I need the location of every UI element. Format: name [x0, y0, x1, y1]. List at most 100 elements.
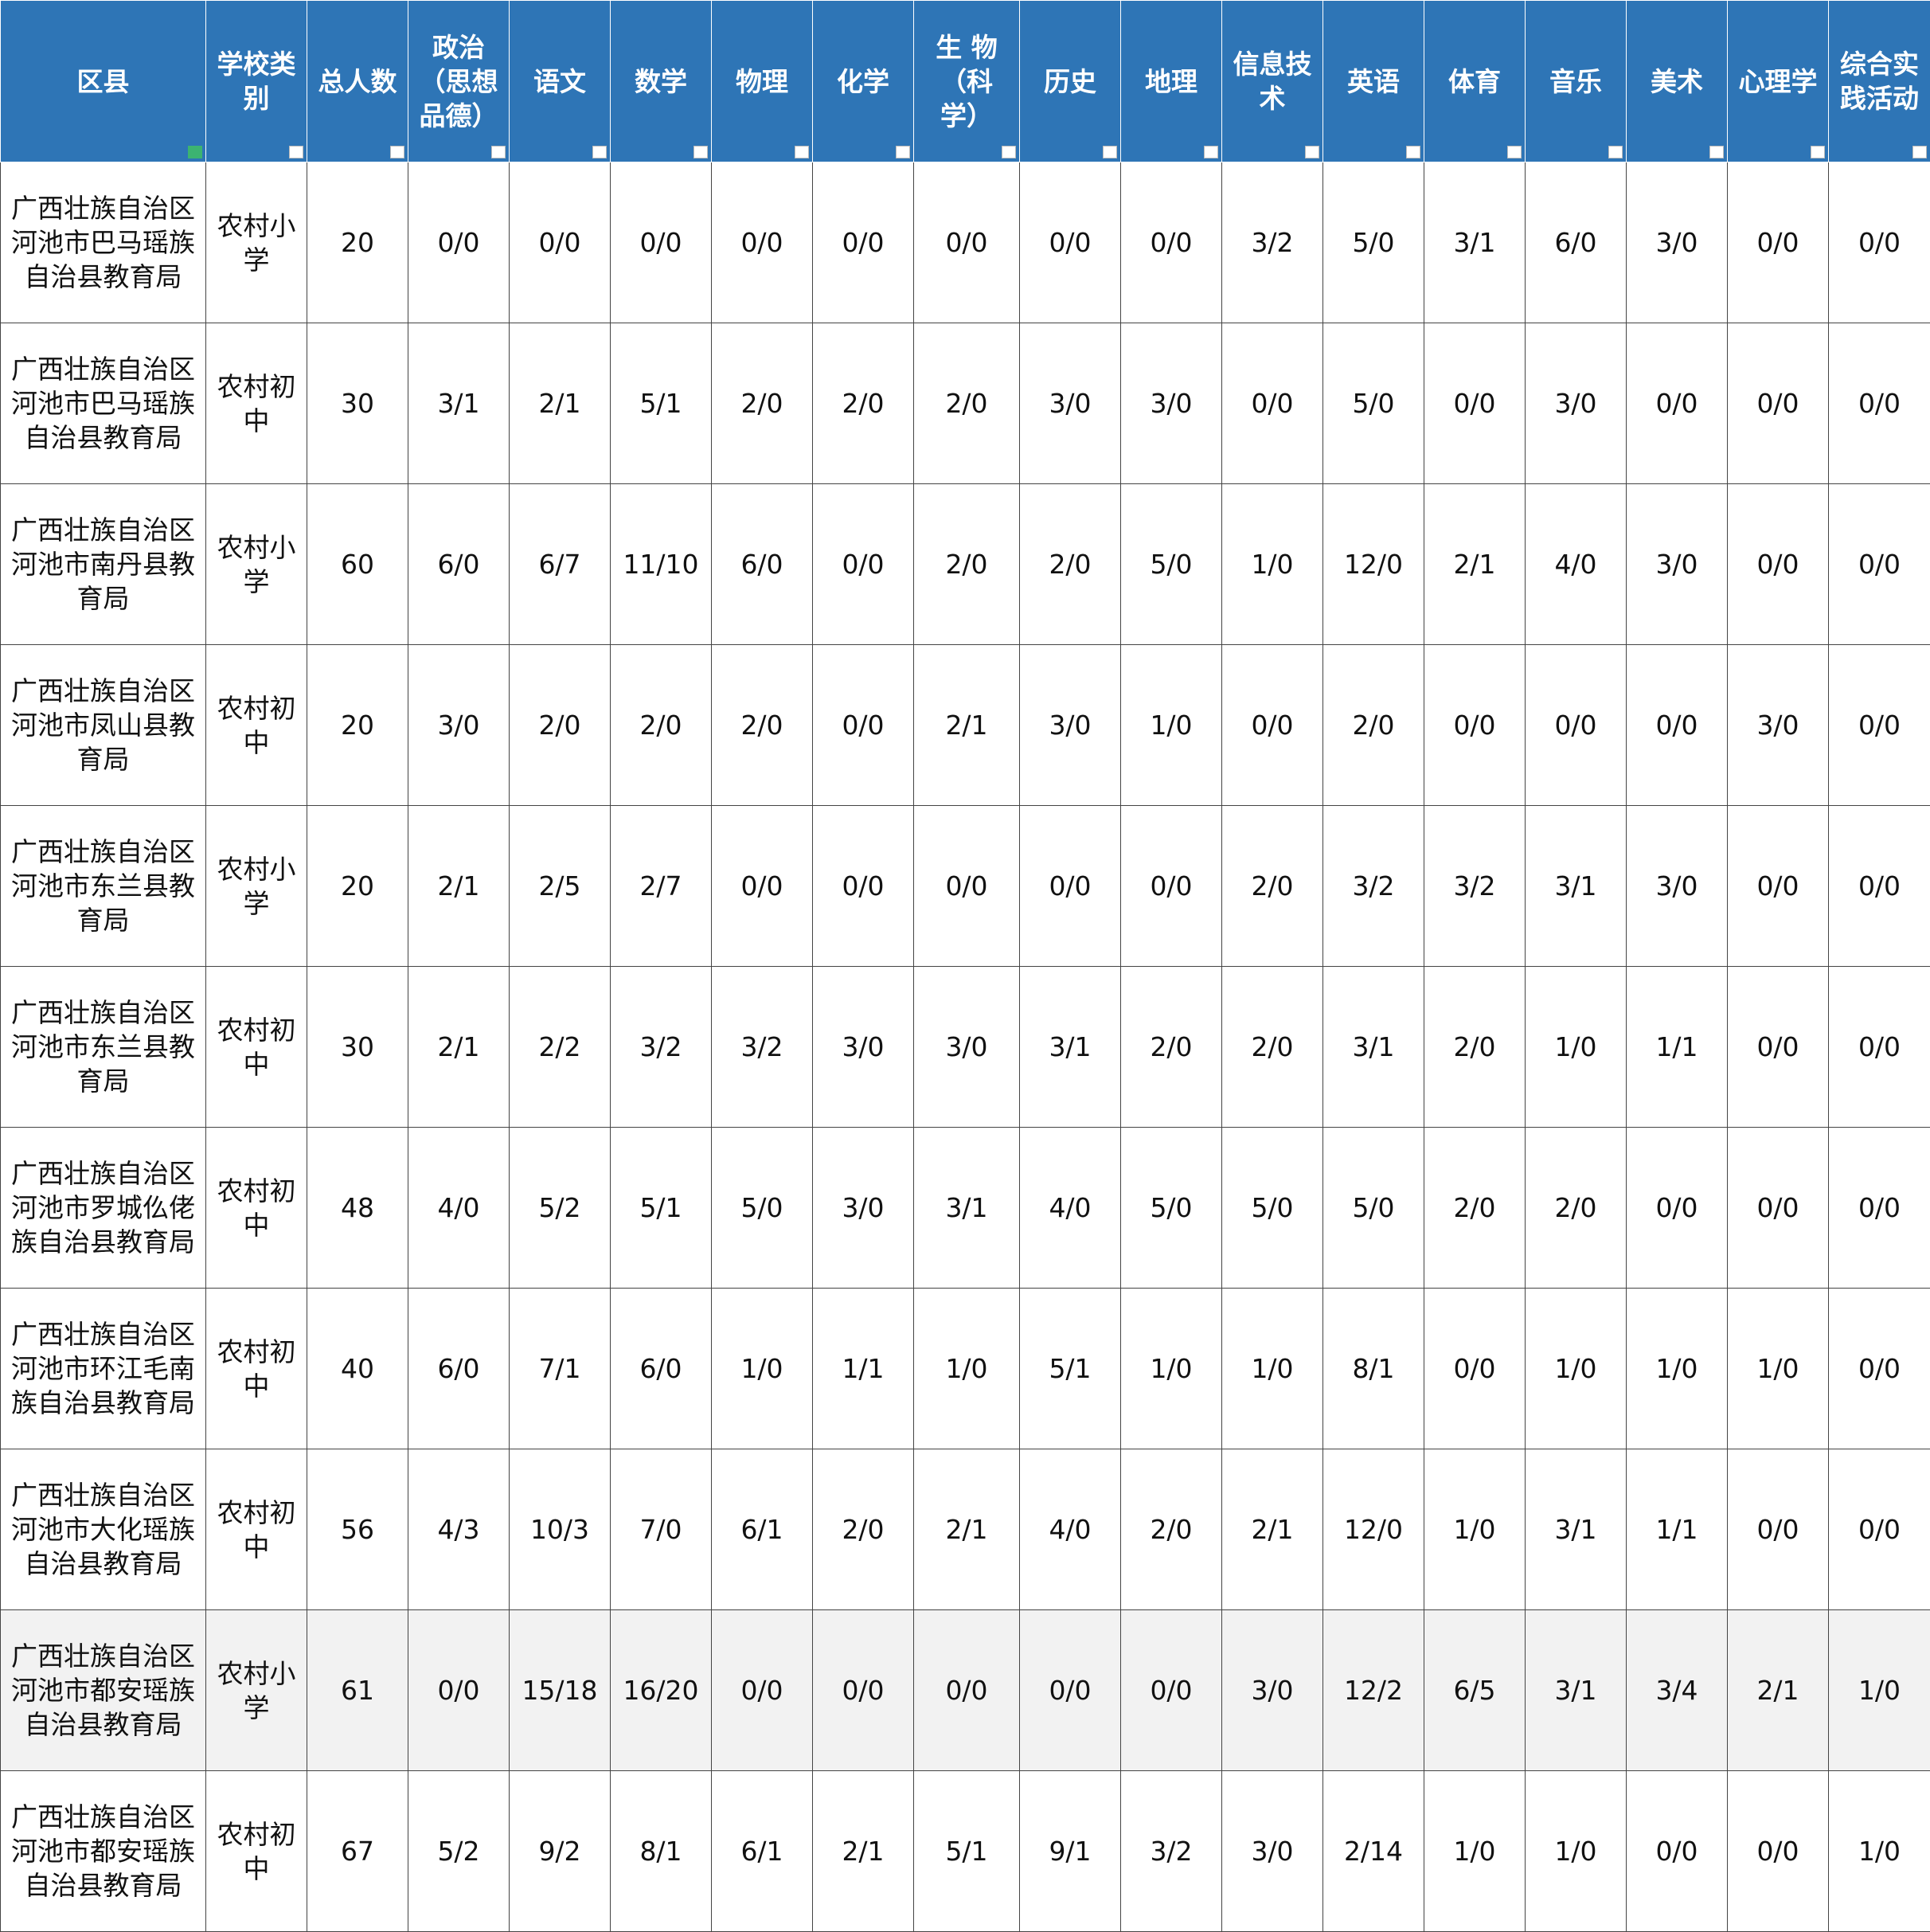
- table-cell: 0/0: [408, 162, 510, 323]
- header-cell[interactable]: 综合实践活动: [1828, 0, 1930, 162]
- table-cell: 6/0: [610, 1288, 712, 1449]
- table-row: 广西壮族自治区河池市巴马瑶族自治县教育局 农村小学 20 0/0 0/0 0/0 0/0 0/…: [0, 162, 1930, 323]
- table-cell: 5/1: [610, 323, 712, 484]
- table-cell: 7/1: [509, 1288, 611, 1449]
- table-cell: 农村初中: [205, 1288, 307, 1449]
- table-cell: 2/2: [509, 966, 611, 1128]
- table-cell: 3/2: [1322, 805, 1424, 967]
- header-cell[interactable]: 区县: [0, 0, 206, 162]
- table-cell: 5/0: [1120, 1127, 1222, 1289]
- table-cell: 20: [307, 162, 408, 323]
- table-cell: 广西壮族自治区河池市巴马瑶族自治县教育局: [0, 162, 206, 323]
- header-cell[interactable]: 生 物（科学）: [913, 0, 1020, 162]
- table-cell: 3/1: [1525, 805, 1627, 967]
- table-cell: 0/0: [1221, 644, 1323, 806]
- table-cell: 8/1: [1322, 1288, 1424, 1449]
- header-cell[interactable]: 体育: [1424, 0, 1526, 162]
- table-cell: 农村小学: [205, 1609, 307, 1771]
- table-cell: 56: [307, 1449, 408, 1610]
- table-cell: 0/0: [1828, 1127, 1930, 1289]
- table-cell: 2/0: [913, 323, 1020, 484]
- table-cell: 3/1: [408, 323, 510, 484]
- header-cell[interactable]: 心理学: [1727, 0, 1829, 162]
- header-cell[interactable]: 英语: [1322, 0, 1424, 162]
- table-cell: 0/0: [1828, 162, 1930, 323]
- table-cell: 0/0: [1626, 644, 1728, 806]
- header-cell[interactable]: 地理: [1120, 0, 1222, 162]
- table-row: 广西壮族自治区河池市东兰县教育局 农村小学 20 2/1 2/5 2/7 0/0 0/0 0/0…: [0, 805, 1930, 967]
- table-cell: 8/1: [610, 1770, 712, 1932]
- table-cell: 3/4: [1626, 1609, 1728, 1771]
- table-cell: 0/0: [1120, 1609, 1222, 1771]
- table-cell: 6/1: [711, 1449, 813, 1610]
- header-cell[interactable]: 总人数: [307, 0, 408, 162]
- table-cell: 9/2: [509, 1770, 611, 1932]
- table-cell: 3/0: [1626, 483, 1728, 645]
- table-cell: 0/0: [1424, 644, 1526, 806]
- table-cell: 2/1: [509, 323, 611, 484]
- table-row: 广西壮族自治区河池市环江毛南族自治县教育局 农村初中 40 6/0 7/1 6/0 1/0 1…: [0, 1288, 1930, 1449]
- table-cell: 农村初中: [205, 1770, 307, 1932]
- table-cell: 2/0: [711, 323, 813, 484]
- table-cell: 1/0: [1424, 1449, 1526, 1610]
- table-cell: 3/1: [1525, 1449, 1627, 1610]
- table-row: 广西壮族自治区河池市罗城仫佬族自治县教育局 农村初中 48 4/0 5/2 5/1 5/0 3…: [0, 1127, 1930, 1289]
- header-cell[interactable]: 信息技术: [1221, 0, 1323, 162]
- table-cell: 3/0: [913, 966, 1020, 1128]
- table-cell: 1/0: [1525, 1770, 1627, 1932]
- table-cell: 2/0: [1424, 1127, 1526, 1289]
- table-cell: 2/0: [1221, 805, 1323, 967]
- table-cell: 0/0: [913, 162, 1020, 323]
- table-cell: 40: [307, 1288, 408, 1449]
- table-cell: 广西壮族自治区河池市都安瑶族自治县教育局: [0, 1609, 206, 1771]
- header-cell[interactable]: 音乐: [1525, 0, 1627, 162]
- table-cell: 2/0: [509, 644, 611, 806]
- table-cell: 0/0: [812, 1609, 914, 1771]
- header-cell[interactable]: 历史: [1019, 0, 1121, 162]
- table-cell: 农村小学: [205, 805, 307, 967]
- table-cell: 广西壮族自治区河池市巴马瑶族自治县教育局: [0, 323, 206, 484]
- table-cell: 1/0: [1120, 644, 1222, 806]
- table-cell: 0/0: [812, 805, 914, 967]
- table-cell: 0/0: [1120, 162, 1222, 323]
- table-row: 广西壮族自治区河池市巴马瑶族自治县教育局 农村初中 30 3/1 2/1 5/1 2/0 2/…: [0, 323, 1930, 484]
- table-cell: 2/1: [1727, 1609, 1829, 1771]
- table-cell: 1/0: [1525, 966, 1627, 1128]
- table-cell: 0/0: [1727, 1770, 1829, 1932]
- table-cell: 农村小学: [205, 162, 307, 323]
- header-cell[interactable]: 学校类别: [205, 0, 307, 162]
- header-cell[interactable]: 物理: [711, 0, 813, 162]
- table-row: 广西壮族自治区河池市都安瑶族自治县教育局 农村小学 61 0/0 15/18 16/20 0…: [0, 1609, 1930, 1771]
- table-cell: 3/2: [1424, 805, 1526, 967]
- table-cell: 0/0: [913, 805, 1020, 967]
- table-cell: 2/0: [1322, 644, 1424, 806]
- table-cell: 30: [307, 323, 408, 484]
- table-cell: 3/0: [1525, 323, 1627, 484]
- table-cell: 2/1: [1424, 483, 1526, 645]
- header-cell[interactable]: 化学: [812, 0, 914, 162]
- header-cell[interactable]: 语文: [509, 0, 611, 162]
- table-cell: 广西壮族自治区河池市东兰县教育局: [0, 805, 206, 967]
- table-cell: 广西壮族自治区河池市凤山县教育局: [0, 644, 206, 806]
- table-cell: 2/0: [913, 483, 1020, 645]
- table-row: 广西壮族自治区河池市凤山县教育局 农村初中 20 3/0 2/0 2/0 2/0 0/0 2/1…: [0, 644, 1930, 806]
- table-cell: 0/0: [1019, 1609, 1121, 1771]
- table-cell: 农村初中: [205, 966, 307, 1128]
- table-cell: 0/0: [1626, 1770, 1728, 1932]
- table-cell: 0/0: [1727, 483, 1829, 645]
- table-cell: 4/0: [1019, 1127, 1121, 1289]
- table-cell: 4/0: [1525, 483, 1627, 645]
- table-cell: 1/0: [1828, 1609, 1930, 1771]
- header-cell[interactable]: 数学: [610, 0, 712, 162]
- table-cell: 农村初中: [205, 1127, 307, 1289]
- header-cell[interactable]: 政治（思想品德）: [408, 0, 510, 162]
- table-cell: 0/0: [1828, 1288, 1930, 1449]
- header-cell[interactable]: 美术: [1626, 0, 1728, 162]
- table-cell: 5/0: [1120, 483, 1222, 645]
- table-cell: 广西壮族自治区河池市都安瑶族自治县教育局: [0, 1770, 206, 1932]
- table-cell: 农村初中: [205, 644, 307, 806]
- table-cell: 0/0: [1727, 1449, 1829, 1610]
- table-cell: 1/0: [1727, 1288, 1829, 1449]
